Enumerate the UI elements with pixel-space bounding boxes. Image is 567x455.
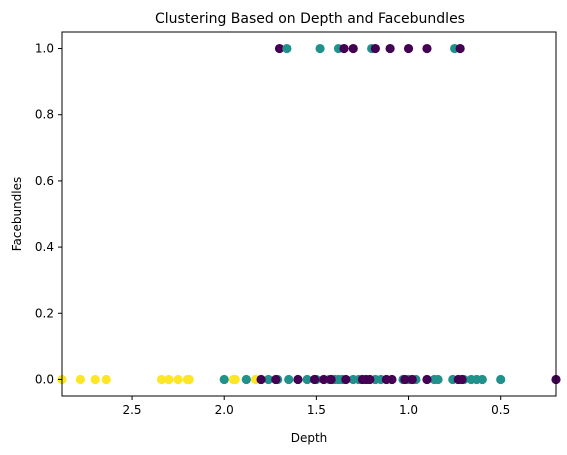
scatter-point [371,44,380,53]
y-tick-label: 1.0 [35,42,54,56]
scatter-point [76,375,85,384]
scatter-point [102,375,111,384]
y-tick-label: 0.8 [35,108,54,122]
scatter-point [457,375,466,384]
scatter-point [231,375,240,384]
scatter-point [422,44,431,53]
scatter-point [284,375,293,384]
scatter-point [174,375,183,384]
scatter-point [271,375,280,384]
scatter-point [164,375,173,384]
y-tick-label: 0.2 [35,306,54,320]
y-ticks: 0.0 0.2 0.4 0.6 0.8 1.0 [35,42,62,387]
scatter-point [422,375,431,384]
scatter-point [293,375,302,384]
x-tick-label: 1.5 [307,403,326,417]
x-tick-label: 0.5 [491,403,510,417]
scatter-point [341,375,350,384]
scatter-point [220,375,229,384]
scatter-point [433,375,442,384]
scatter-point [386,44,395,53]
plot-frame [62,32,556,396]
scatter-point [91,375,100,384]
scatter-point [310,375,319,384]
chart-title: Clustering Based on Depth and Facebundle… [155,11,465,27]
scatter-point [339,44,348,53]
y-tick-label: 0.6 [35,174,54,188]
scatter-point [315,44,324,53]
points-layer [57,44,560,384]
x-ticks: 2.5 2.0 1.5 1.0 0.5 [122,396,510,417]
x-tick-label: 2.0 [215,403,234,417]
scatter-point [496,375,505,384]
scatter-point [327,375,336,384]
scatter-point [387,375,396,384]
y-axis-label: Facebundles [10,177,24,252]
scatter-point [365,375,374,384]
scatter-point [282,44,291,53]
scatter-point [185,375,194,384]
x-tick-label: 2.5 [122,403,141,417]
scatter-point [478,375,487,384]
scatter-point [408,375,417,384]
scatter-point [456,44,465,53]
y-tick-label: 0.4 [35,240,54,254]
x-axis-label: Depth [291,431,328,445]
x-tick-label: 1.0 [399,403,418,417]
scatter-point [242,375,251,384]
scatter-point [404,44,413,53]
scatter-point [349,44,358,53]
y-tick-label: 0.0 [35,372,54,386]
scatter-point [256,375,265,384]
